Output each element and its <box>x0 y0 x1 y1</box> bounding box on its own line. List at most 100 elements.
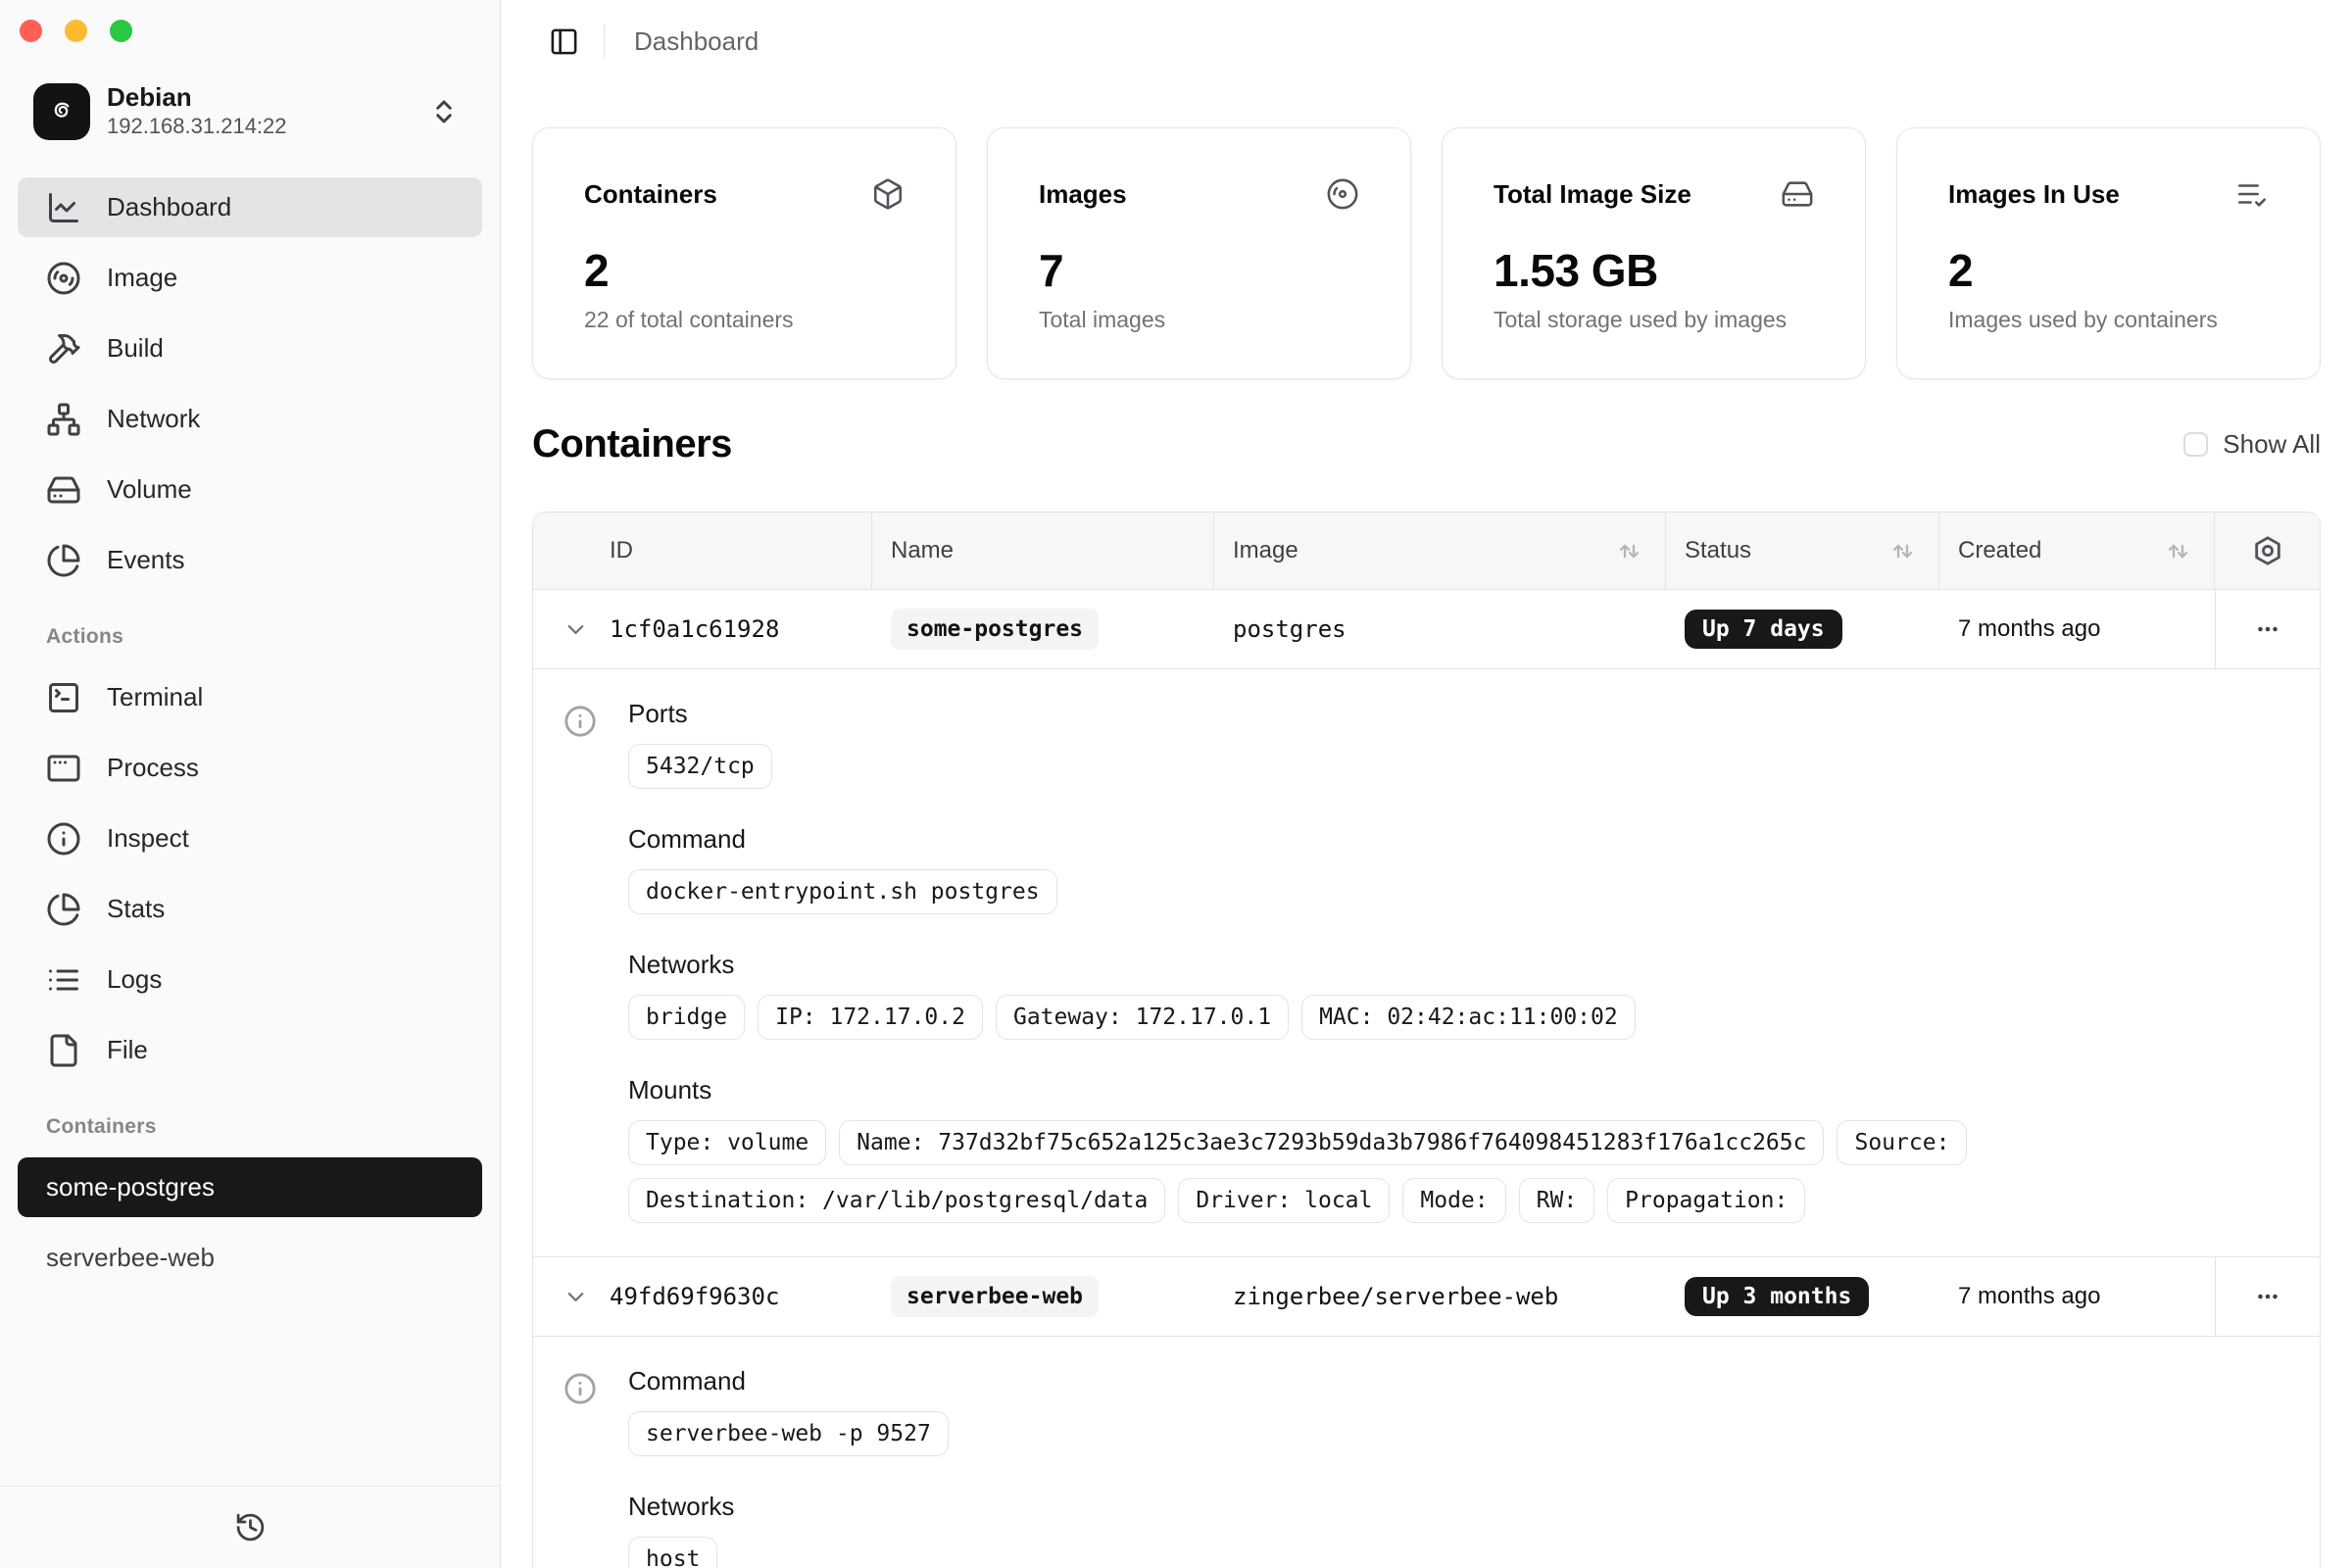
topbar: Dashboard <box>501 0 2352 82</box>
sidebar-item-logs[interactable]: Logs <box>18 950 482 1009</box>
sidebar-item-label: Stats <box>107 894 166 923</box>
breadcrumb: Dashboard <box>634 25 760 56</box>
sidebar-item-build[interactable]: Build <box>18 318 482 378</box>
sidebar-containers: some-postgres serverbee-web <box>18 1157 482 1288</box>
terminal-icon <box>46 680 81 715</box>
sidebar-item-file[interactable]: File <box>18 1020 482 1080</box>
info-icon[interactable] <box>564 705 597 738</box>
sidebar-item-dashboard[interactable]: Dashboard <box>18 177 482 237</box>
stat-card-subtitle: Total storage used by images <box>1494 307 1788 332</box>
sidebar-item-label: Process <box>107 753 199 782</box>
sidebar-item-label: Inspect <box>107 823 189 853</box>
sidebar: Debian 192.168.31.214:22 Dashboard Image… <box>0 0 501 1568</box>
sidebar-item-serverbee-web[interactable]: serverbee-web <box>18 1228 482 1288</box>
network-pill: Gateway: 172.17.0.1 <box>995 995 1290 1040</box>
stat-card-images-in-use: Images In Use 2 Images used by container… <box>1896 127 2321 379</box>
stat-card-containers: Containers 2 22 of total containers <box>532 127 956 379</box>
sidebar-item-label: Logs <box>107 964 163 994</box>
container-name-badge: some-postgres <box>891 609 1100 650</box>
ellipsis-icon <box>2253 614 2282 644</box>
chart-line-icon <box>46 190 81 225</box>
stat-card-value: 2 <box>1948 245 1974 296</box>
stat-card-title: Total Image Size <box>1494 178 1691 209</box>
column-header-name: Name <box>872 513 1214 589</box>
table-row[interactable]: 1cf0a1c61928 some-postgres postgres Up 7… <box>533 589 2320 668</box>
sort-icon[interactable] <box>2165 538 2191 564</box>
column-header-image[interactable]: Image <box>1214 513 1666 589</box>
ellipsis-icon <box>2253 1282 2282 1311</box>
container-name-badge: serverbee-web <box>891 1276 1100 1317</box>
detail-section-networks: Networks host <box>628 1492 2280 1568</box>
container-image: postgres <box>1233 615 1347 643</box>
sidebar-toggle-button[interactable] <box>545 23 582 60</box>
host-name: Debian <box>107 82 192 112</box>
host-selector[interactable]: Debian 192.168.31.214:22 <box>33 82 482 140</box>
chevron-down-icon[interactable] <box>563 1284 589 1310</box>
row-actions-button[interactable] <box>2215 1257 2320 1336</box>
container-id: 49fd69f9630c <box>610 1283 780 1310</box>
topbar-divider <box>604 24 605 58</box>
hard-drive-icon <box>46 472 81 508</box>
detail-section-ports: Ports 5432/tcp <box>628 699 2280 789</box>
disc-icon <box>46 261 81 296</box>
show-all-label: Show All <box>2223 428 2321 459</box>
stat-card-title: Images In Use <box>1948 178 2120 209</box>
history-icon[interactable] <box>234 1511 267 1544</box>
main-content: Dashboard Containers 2 22 of total conta… <box>501 0 2352 1568</box>
detail-section-command: Command docker-entrypoint.sh postgres <box>628 824 2280 914</box>
container-id: 1cf0a1c61928 <box>610 615 780 643</box>
host-meta: Debian 192.168.31.214:22 <box>107 82 287 140</box>
network-pill: host <box>628 1537 718 1568</box>
sort-icon[interactable] <box>1889 538 1916 564</box>
sidebar-item-network[interactable]: Network <box>18 389 482 449</box>
sidebar-item-events[interactable]: Events <box>18 530 482 590</box>
mount-pill: Name: 737d32bf75c652a125c3ae3c7293b59da3… <box>839 1120 1825 1165</box>
detail-section-command: Command serverbee-web -p 9527 <box>628 1366 2280 1456</box>
info-icon[interactable] <box>564 1372 597 1405</box>
column-settings-button[interactable] <box>2215 513 2320 589</box>
network-icon <box>46 402 81 437</box>
containers-section-label: Containers <box>46 1115 157 1138</box>
network-pill: bridge <box>628 995 746 1040</box>
created-time: 7 months ago <box>1958 1283 2101 1309</box>
sidebar-item-process[interactable]: Process <box>18 738 482 798</box>
maximize-window-button[interactable] <box>110 20 132 42</box>
sidebar-item-label: Terminal <box>107 682 204 711</box>
sidebar-footer <box>0 1486 500 1568</box>
list-icon <box>46 962 81 998</box>
sidebar-item-label: Volume <box>107 474 192 504</box>
container-details: Command serverbee-web -p 9527 Networks h… <box>533 1336 2320 1568</box>
stat-card-title: Containers <box>584 178 717 209</box>
stat-card-total-image-size: Total Image Size 1.53 GB Total storage u… <box>1442 127 1866 379</box>
host-address: 192.168.31.214:22 <box>107 114 287 138</box>
minimize-window-button[interactable] <box>65 20 87 42</box>
window-controls <box>0 0 500 42</box>
stat-card-value: 2 <box>584 245 610 296</box>
sidebar-item-stats[interactable]: Stats <box>18 879 482 939</box>
containers-heading-row: Containers Show All <box>532 420 2321 467</box>
column-header-status[interactable]: Status <box>1666 513 1939 589</box>
sidebar-item-some-postgres[interactable]: some-postgres <box>18 1157 482 1217</box>
app-window-icon <box>46 751 81 786</box>
sidebar-item-inspect[interactable]: Inspect <box>18 808 482 868</box>
close-window-button[interactable] <box>20 20 42 42</box>
column-header-created[interactable]: Created <box>1939 513 2215 589</box>
sidebar-item-label: Events <box>107 545 185 574</box>
mount-pill: Propagation: <box>1607 1178 1806 1223</box>
stat-card-value: 1.53 GB <box>1494 245 1658 296</box>
detail-section-label: Command <box>628 1366 746 1396</box>
chevron-down-icon[interactable] <box>563 616 589 643</box>
sidebar-item-terminal[interactable]: Terminal <box>18 667 482 727</box>
sidebar-item-label: File <box>107 1035 148 1064</box>
stat-card-subtitle: 22 of total containers <box>584 307 794 332</box>
row-actions-button[interactable] <box>2215 590 2320 668</box>
table-row[interactable]: 49fd69f9630c serverbee-web zingerbee/ser… <box>533 1256 2320 1336</box>
detail-section-label: Command <box>628 824 746 854</box>
sort-icon[interactable] <box>1616 538 1642 564</box>
info-icon <box>46 821 81 857</box>
detail-section-label: Networks <box>628 1492 735 1521</box>
show-all-checkbox[interactable] <box>2183 431 2209 457</box>
sidebar-item-image[interactable]: Image <box>18 248 482 308</box>
sidebar-item-volume[interactable]: Volume <box>18 460 482 519</box>
dashboard-content: Containers 2 22 of total containers Imag… <box>501 82 2352 1568</box>
